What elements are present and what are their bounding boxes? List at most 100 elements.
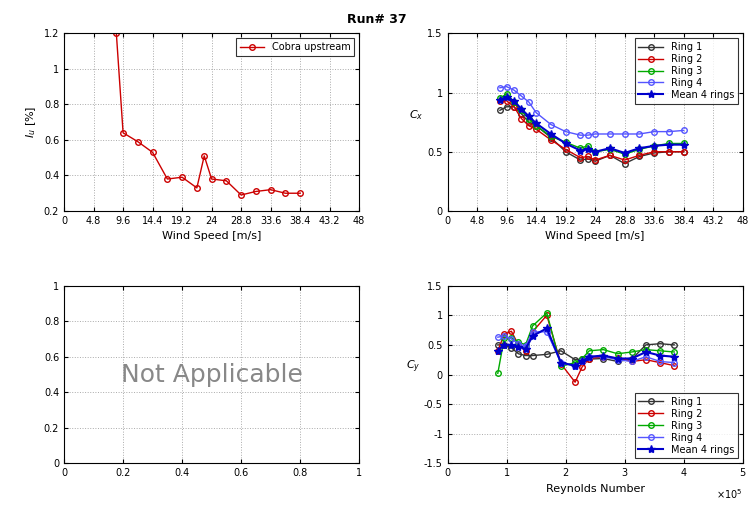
Ring 2 (514, 342, 523, 348)
Ring 1 (514, 351, 523, 357)
Mean 4 rings (635, 145, 644, 151)
Ring 1 (664, 148, 673, 155)
Ring 2 (584, 154, 593, 160)
Cobra upstream (133, 139, 143, 145)
Line: Ring 4: Ring 4 (495, 329, 677, 369)
Ring 3 (670, 349, 679, 355)
Cobra upstream (222, 178, 231, 184)
Mean 4 rings (627, 355, 636, 361)
Mean 4 rings (532, 120, 541, 126)
Ring 2 (635, 152, 644, 158)
Ring 4 (500, 333, 509, 339)
Ring 3 (605, 146, 615, 153)
Mean 4 rings (547, 131, 556, 137)
Mean 4 rings (620, 150, 629, 156)
Ring 3 (599, 347, 608, 353)
Ring 3 (650, 143, 659, 149)
Ring 2 (613, 355, 622, 361)
Ring 1 (507, 345, 516, 351)
Mean 4 rings (495, 97, 504, 103)
Ring 1 (613, 358, 622, 365)
Cobra upstream (237, 192, 246, 198)
X-axis label: Reynolds Number: Reynolds Number (546, 484, 645, 494)
Ring 2 (517, 116, 526, 122)
Mean 4 rings (556, 359, 566, 366)
Mean 4 rings (605, 145, 615, 151)
Ring 2 (655, 359, 664, 366)
Cobra upstream (296, 190, 305, 196)
Line: Ring 1: Ring 1 (495, 341, 677, 364)
Mean 4 rings (510, 98, 519, 104)
Cobra upstream (163, 176, 172, 182)
Ring 1 (620, 161, 629, 167)
Mean 4 rings (542, 325, 551, 331)
Ring 2 (627, 358, 636, 365)
Ring 4 (542, 329, 551, 335)
Ring 1 (571, 357, 580, 363)
Ring 1 (495, 107, 504, 113)
Ring 1 (500, 342, 509, 348)
Cobra upstream (118, 130, 127, 136)
Ring 1 (524, 119, 533, 125)
Legend: Ring 1, Ring 2, Ring 3, Ring 4, Mean 4 rings: Ring 1, Ring 2, Ring 3, Ring 4, Mean 4 r… (635, 38, 738, 104)
Mean 4 rings (517, 106, 526, 112)
Ring 1 (542, 351, 551, 357)
Ring 3 (679, 140, 688, 146)
Ring 2 (585, 355, 594, 361)
Ring 4 (655, 358, 664, 365)
Ring 1 (547, 135, 556, 141)
Cobra upstream (280, 190, 290, 196)
Mean 4 rings (664, 142, 673, 148)
Mean 4 rings (561, 140, 570, 146)
Ring 1 (585, 356, 594, 362)
Ring 3 (627, 349, 636, 355)
Mean 4 rings (584, 146, 593, 153)
Ring 3 (507, 335, 516, 341)
Ring 4 (556, 359, 566, 366)
Mean 4 rings (528, 333, 537, 339)
Ring 4 (561, 129, 570, 135)
Ring 3 (495, 95, 504, 101)
Ring 4 (528, 329, 537, 335)
Cobra upstream (200, 153, 209, 159)
Mean 4 rings (493, 348, 502, 354)
Mean 4 rings (502, 94, 511, 100)
Ring 3 (493, 370, 502, 376)
Ring 4 (495, 84, 504, 91)
Ring 4 (493, 334, 502, 340)
Text: Run# 37: Run# 37 (347, 13, 407, 26)
Ring 3 (584, 143, 593, 149)
Ring 4 (584, 132, 593, 138)
Ring 4 (502, 83, 511, 90)
Ring 3 (578, 355, 587, 361)
Ring 3 (556, 363, 566, 369)
Ring 4 (635, 131, 644, 137)
Ring 3 (547, 133, 556, 139)
Ring 2 (679, 148, 688, 155)
Ring 3 (635, 146, 644, 153)
Ring 2 (576, 155, 585, 161)
Legend: Ring 1, Ring 2, Ring 3, Ring 4, Mean 4 rings: Ring 1, Ring 2, Ring 3, Ring 4, Mean 4 r… (635, 393, 738, 459)
Mean 4 rings (500, 342, 509, 348)
Cobra upstream (192, 185, 201, 191)
Mean 4 rings (507, 342, 516, 348)
Ring 3 (561, 139, 570, 145)
Ring 2 (500, 331, 509, 337)
Ring 3 (642, 347, 651, 353)
Ring 2 (605, 152, 615, 158)
Line: Ring 2: Ring 2 (497, 98, 686, 163)
Ring 3 (620, 151, 629, 157)
Ring 4 (642, 354, 651, 360)
Cobra upstream (207, 176, 216, 182)
Ring 3 (528, 323, 537, 329)
Ring 4 (670, 359, 679, 366)
Mean 4 rings (585, 354, 594, 360)
Ring 1 (655, 340, 664, 347)
Ring 1 (517, 111, 526, 117)
Ring 2 (561, 146, 570, 153)
Ring 4 (514, 340, 523, 347)
Mean 4 rings (650, 143, 659, 149)
Ring 2 (547, 137, 556, 143)
Ring 2 (528, 329, 537, 335)
Ring 4 (599, 354, 608, 360)
